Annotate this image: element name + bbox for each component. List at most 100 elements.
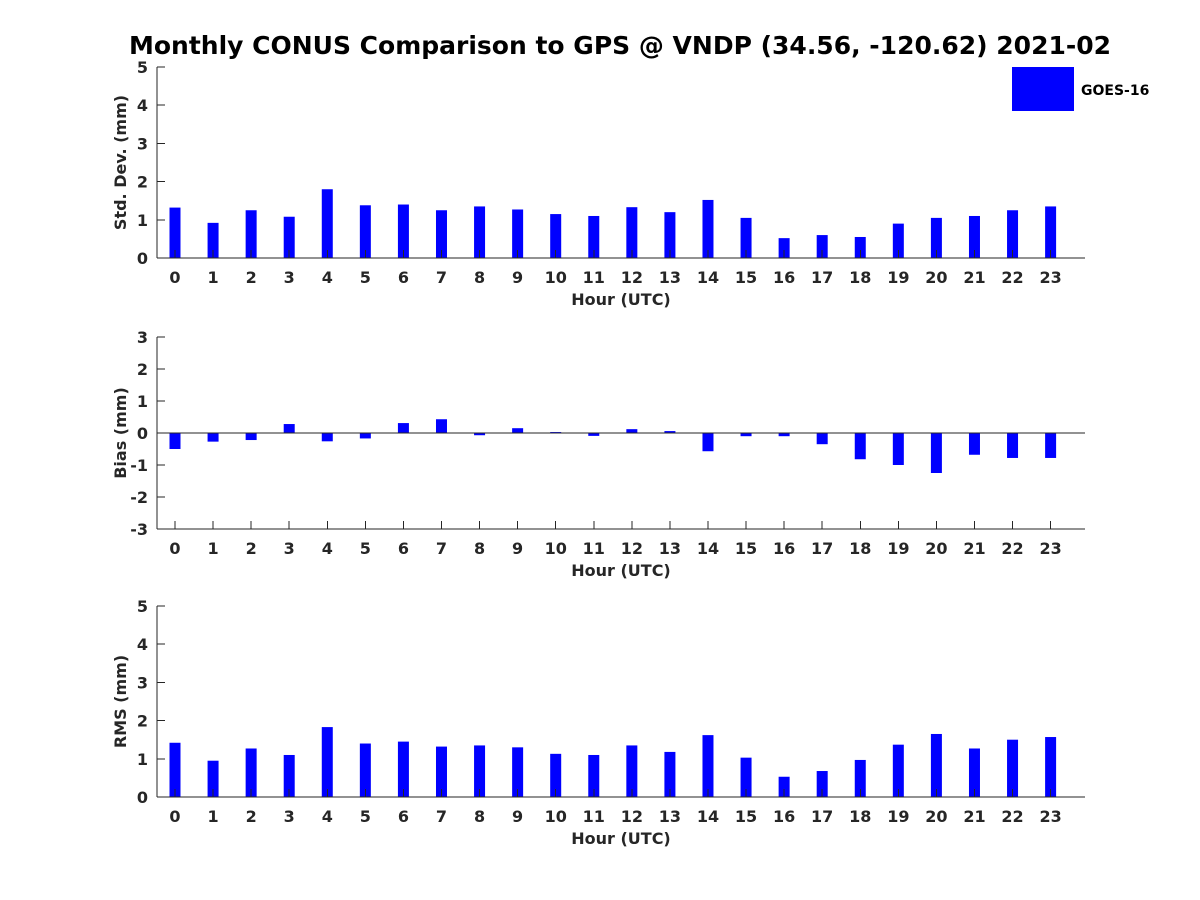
- bar-std-hour-21: [968, 215, 980, 258]
- bar-std-hour-2: [245, 210, 257, 258]
- chart-title: Monthly CONUS Comparison to GPS @ VNDP (…: [129, 31, 1111, 60]
- bias-y-axis-label: Bias (mm): [111, 387, 130, 479]
- bar-std-hour-19: [892, 223, 904, 258]
- x-tick-label: 0: [169, 807, 180, 826]
- y-tick-label: 3: [137, 134, 148, 153]
- bar-rms-hour-3: [283, 754, 295, 797]
- bar-std-hour-11: [588, 215, 600, 258]
- x-tick-label: 18: [849, 268, 871, 287]
- x-tick-label: 20: [925, 539, 947, 558]
- x-tick-label: 5: [360, 807, 371, 826]
- x-tick-label: 2: [246, 539, 257, 558]
- bar-rms-hour-4: [321, 727, 333, 797]
- x-tick-label: 3: [284, 539, 295, 558]
- bar-bias-hour-4: [321, 433, 333, 442]
- legend-label: GOES-16: [1081, 83, 1149, 99]
- x-tick-label: 9: [512, 539, 523, 558]
- bar-bias-hour-18: [854, 433, 866, 460]
- x-tick-label: 22: [1001, 268, 1023, 287]
- bar-rms-hour-21: [968, 748, 980, 797]
- x-tick-label: 2: [246, 268, 257, 287]
- bar-rms-hour-1: [207, 760, 219, 797]
- y-tick-label: 1: [137, 211, 148, 230]
- bar-rms-hour-10: [550, 753, 562, 797]
- x-tick-label: 7: [436, 539, 447, 558]
- y-tick-label: 0: [137, 249, 148, 268]
- bar-bias-hour-23: [1045, 433, 1057, 458]
- x-tick-label: 22: [1001, 539, 1023, 558]
- y-tick-label: 3: [137, 673, 148, 692]
- bar-std-hour-8: [474, 206, 486, 258]
- bar-bias-hour-5: [359, 433, 371, 439]
- bar-rms-hour-0: [169, 742, 181, 797]
- bar-std-hour-16: [778, 238, 790, 258]
- bar-std-hour-9: [512, 209, 524, 258]
- x-tick-label: 21: [963, 539, 985, 558]
- y-tick-label: 0: [137, 788, 148, 807]
- x-tick-label: 12: [621, 539, 643, 558]
- x-tick-label: 5: [360, 539, 371, 558]
- x-tick-label: 10: [545, 268, 567, 287]
- bar-bias-hour-3: [283, 424, 295, 433]
- x-tick-label: 19: [887, 268, 909, 287]
- std-y-axis-label: Std. Dev. (mm): [111, 95, 130, 230]
- x-tick-label: 16: [773, 268, 795, 287]
- x-tick-label: 2: [246, 807, 257, 826]
- x-tick-label: 10: [545, 807, 567, 826]
- y-tick-label: 2: [137, 360, 148, 379]
- bar-std-hour-12: [626, 207, 638, 258]
- bar-bias-hour-21: [968, 433, 980, 455]
- bar-rms-hour-6: [397, 741, 409, 797]
- x-tick-label: 11: [583, 268, 605, 287]
- bar-std-hour-13: [664, 212, 676, 258]
- bar-bias-hour-22: [1007, 433, 1019, 458]
- x-tick-label: 5: [360, 268, 371, 287]
- x-tick-label: 12: [621, 268, 643, 287]
- x-tick-label: 6: [398, 807, 409, 826]
- y-tick-label: 1: [137, 392, 148, 411]
- x-tick-label: 11: [583, 807, 605, 826]
- bar-bias-hour-9: [512, 428, 524, 433]
- bar-bias-hour-11: [588, 433, 600, 436]
- bar-bias-hour-12: [626, 429, 638, 433]
- x-tick-label: 10: [545, 539, 567, 558]
- x-tick-label: 1: [207, 539, 218, 558]
- x-tick-label: 20: [925, 807, 947, 826]
- x-tick-label: 12: [621, 807, 643, 826]
- bar-rms-hour-15: [740, 757, 752, 797]
- y-tick-label: -1: [130, 456, 148, 475]
- x-tick-label: 11: [583, 539, 605, 558]
- bar-rms-hour-23: [1045, 737, 1057, 797]
- x-tick-label: 6: [398, 268, 409, 287]
- bar-rms-hour-14: [702, 735, 714, 797]
- bar-rms-hour-12: [626, 745, 638, 797]
- y-tick-label: 4: [137, 96, 148, 115]
- bar-std-hour-20: [930, 217, 942, 258]
- x-tick-label: 4: [322, 539, 333, 558]
- bar-bias-hour-16: [778, 433, 790, 437]
- bar-bias-hour-15: [740, 433, 752, 437]
- x-tick-label: 17: [811, 268, 833, 287]
- x-tick-label: 19: [887, 539, 909, 558]
- bar-std-hour-4: [321, 189, 333, 258]
- x-tick-label: 4: [322, 807, 333, 826]
- x-tick-label: 7: [436, 807, 447, 826]
- x-tick-label: 19: [887, 807, 909, 826]
- bar-bias-hour-14: [702, 433, 714, 452]
- x-tick-label: 9: [512, 807, 523, 826]
- x-tick-label: 14: [697, 807, 719, 826]
- x-tick-label: 17: [811, 807, 833, 826]
- bar-std-hour-3: [283, 216, 295, 258]
- x-tick-label: 16: [773, 807, 795, 826]
- x-tick-label: 23: [1039, 539, 1061, 558]
- rms-y-axis-label: RMS (mm): [111, 655, 130, 748]
- x-tick-label: 15: [735, 268, 757, 287]
- std-x-axis-label: Hour (UTC): [571, 290, 671, 309]
- y-tick-label: 2: [137, 712, 148, 731]
- y-tick-label: -3: [130, 520, 148, 539]
- bar-std-hour-14: [702, 199, 714, 258]
- bar-bias-hour-1: [207, 433, 219, 442]
